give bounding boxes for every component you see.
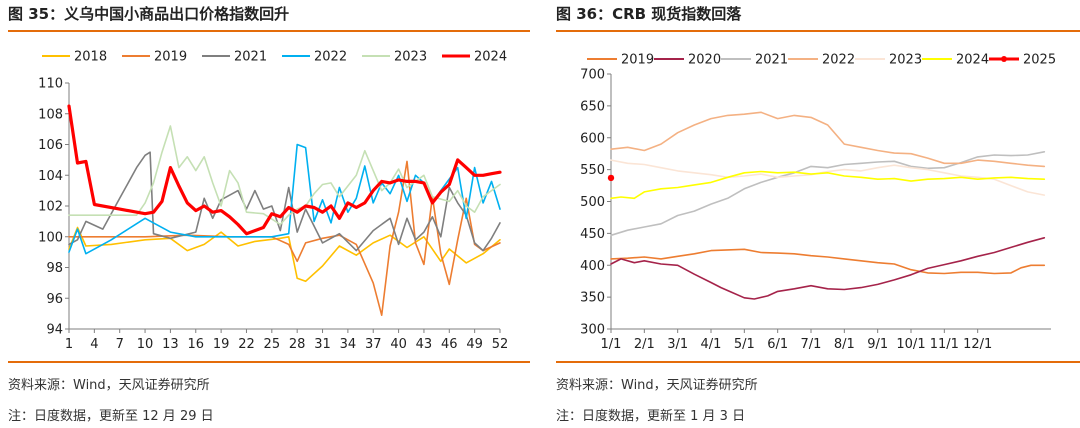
legend-label-2023: 2023 bbox=[394, 50, 427, 65]
x-tick-label: 7/1 bbox=[801, 337, 822, 352]
y-tick-label: 300 bbox=[580, 323, 605, 338]
left-update-note: 注：日度数据，更新至 12 月 29 日 bbox=[8, 409, 214, 424]
legend-label-2019: 2019 bbox=[154, 50, 187, 65]
x-tick-label: 8/1 bbox=[834, 337, 855, 352]
y-tick-label: 550 bbox=[580, 163, 605, 178]
series-line-2020 bbox=[610, 237, 1046, 300]
y-tick-label: 100 bbox=[38, 230, 63, 245]
chart-legend: 2018 2019 2021 2022 2023 2024 bbox=[42, 50, 507, 65]
x-tick-label: 9/1 bbox=[867, 337, 888, 352]
y-tick-label: 98 bbox=[46, 261, 63, 276]
series-line-2021 bbox=[610, 151, 1046, 237]
left-line-chart: 2018 2019 2021 2022 2023 20249496981001021041… bbox=[38, 50, 509, 353]
y-tick-label: 650 bbox=[580, 99, 605, 114]
left-title-rule bbox=[8, 30, 530, 32]
x-tick-label: 25 bbox=[264, 337, 281, 352]
y-tick-label: 450 bbox=[580, 227, 605, 242]
left-source-note: 资料来源：Wind，天风证券研究所 bbox=[8, 378, 210, 393]
right-title-rule bbox=[556, 30, 1080, 32]
left-footer-rule bbox=[8, 361, 530, 363]
chart-panel-left: 图 35：义乌中国小商品出口价格指数回升 2018 2019 2021 2022 202… bbox=[0, 0, 530, 428]
x-tick-label: 43 bbox=[416, 337, 433, 352]
x-tick-label: 13 bbox=[162, 337, 179, 352]
chart-legend: 2019 2020 2021 2022 2023 2024 2025 bbox=[587, 53, 1056, 68]
legend-marker-2025 bbox=[1001, 56, 1007, 62]
x-tick-label: 1/1 bbox=[601, 337, 622, 352]
legend-label-2021: 2021 bbox=[234, 50, 267, 65]
y-tick-label: 104 bbox=[38, 169, 63, 184]
x-tick-label: 10 bbox=[137, 337, 154, 352]
x-tick-label: 16 bbox=[187, 337, 204, 352]
series-line-2024 bbox=[67, 104, 502, 236]
left-chart-title: 图 35：义乌中国小商品出口价格指数回升 bbox=[8, 5, 290, 23]
y-tick-label: 400 bbox=[580, 259, 605, 274]
x-tick-label: 7 bbox=[116, 337, 124, 352]
series-line-2019 bbox=[610, 248, 1046, 275]
series-line-2021 bbox=[68, 151, 501, 252]
x-tick-label: 3/1 bbox=[667, 337, 688, 352]
y-tick-label: 108 bbox=[38, 107, 63, 122]
x-tick-label: 46 bbox=[441, 337, 458, 352]
legend-label-2018: 2018 bbox=[74, 50, 107, 65]
x-tick-label: 40 bbox=[390, 337, 407, 352]
legend-label-2025: 2025 bbox=[1023, 53, 1056, 68]
right-source-note: 资料来源：Wind，天风证券研究所 bbox=[556, 378, 758, 393]
y-tick-label: 700 bbox=[580, 68, 605, 83]
x-tick-label: 19 bbox=[213, 337, 230, 352]
x-tick-label: 4/1 bbox=[701, 337, 722, 352]
x-tick-label: 12/1 bbox=[963, 337, 992, 352]
series-line-2023 bbox=[610, 159, 1046, 196]
x-tick-label: 10/1 bbox=[896, 337, 925, 352]
legend-label-2020: 2020 bbox=[688, 53, 721, 68]
series-line-2022 bbox=[68, 143, 501, 255]
x-tick-label: 28 bbox=[289, 337, 306, 352]
y-tick-label: 102 bbox=[38, 200, 63, 215]
y-tick-label: 110 bbox=[38, 77, 63, 92]
x-tick-label: 49 bbox=[466, 337, 483, 352]
right-chart-title: 图 36：CRB 现货指数回落 bbox=[556, 5, 742, 23]
legend-label-2024: 2024 bbox=[474, 50, 507, 65]
legend-label-2022: 2022 bbox=[314, 50, 347, 65]
x-tick-label: 34 bbox=[340, 337, 357, 352]
legend-label-2022: 2022 bbox=[822, 53, 855, 68]
y-tick-label: 96 bbox=[46, 292, 63, 307]
x-tick-label: 22 bbox=[238, 337, 255, 352]
chart-panel-right: 图 36：CRB 现货指数回落 2019 2020 2021 2022 2023 2024… bbox=[548, 0, 1080, 428]
x-tick-label: 6/1 bbox=[767, 337, 788, 352]
x-tick-label: 37 bbox=[365, 337, 382, 352]
series-line-2018 bbox=[68, 226, 501, 283]
series-group bbox=[607, 111, 1046, 300]
right-footer-rule bbox=[556, 361, 1080, 363]
x-tick-label: 5/1 bbox=[734, 337, 755, 352]
y-tick-label: 600 bbox=[580, 131, 605, 146]
y-tick-label: 500 bbox=[580, 195, 605, 210]
x-tick-label: 1 bbox=[65, 337, 73, 352]
x-tick-label: 52 bbox=[492, 337, 509, 352]
legend-label-2021: 2021 bbox=[755, 53, 788, 68]
right-update-note: 注：日度数据，更新至 1 月 3 日 bbox=[556, 409, 746, 424]
x-tick-label: 4 bbox=[90, 337, 98, 352]
y-tick-label: 350 bbox=[580, 291, 605, 306]
y-tick-label: 94 bbox=[46, 323, 63, 338]
legend-label-2023: 2023 bbox=[889, 53, 922, 68]
x-tick-label: 11/1 bbox=[930, 337, 959, 352]
legend-label-2019: 2019 bbox=[621, 53, 654, 68]
legend-label-2024: 2024 bbox=[956, 53, 989, 68]
y-tick-label: 106 bbox=[38, 138, 63, 153]
x-tick-label: 2/1 bbox=[634, 337, 655, 352]
series-line-2024 bbox=[610, 170, 1046, 200]
series-line-2022 bbox=[610, 111, 1046, 168]
right-line-chart: 2019 2020 2021 2022 2023 2024 2025 300 350 400 450… bbox=[580, 53, 1056, 353]
series-group bbox=[67, 104, 502, 316]
x-tick-label: 31 bbox=[314, 337, 331, 352]
series-point-2025 bbox=[607, 174, 615, 182]
